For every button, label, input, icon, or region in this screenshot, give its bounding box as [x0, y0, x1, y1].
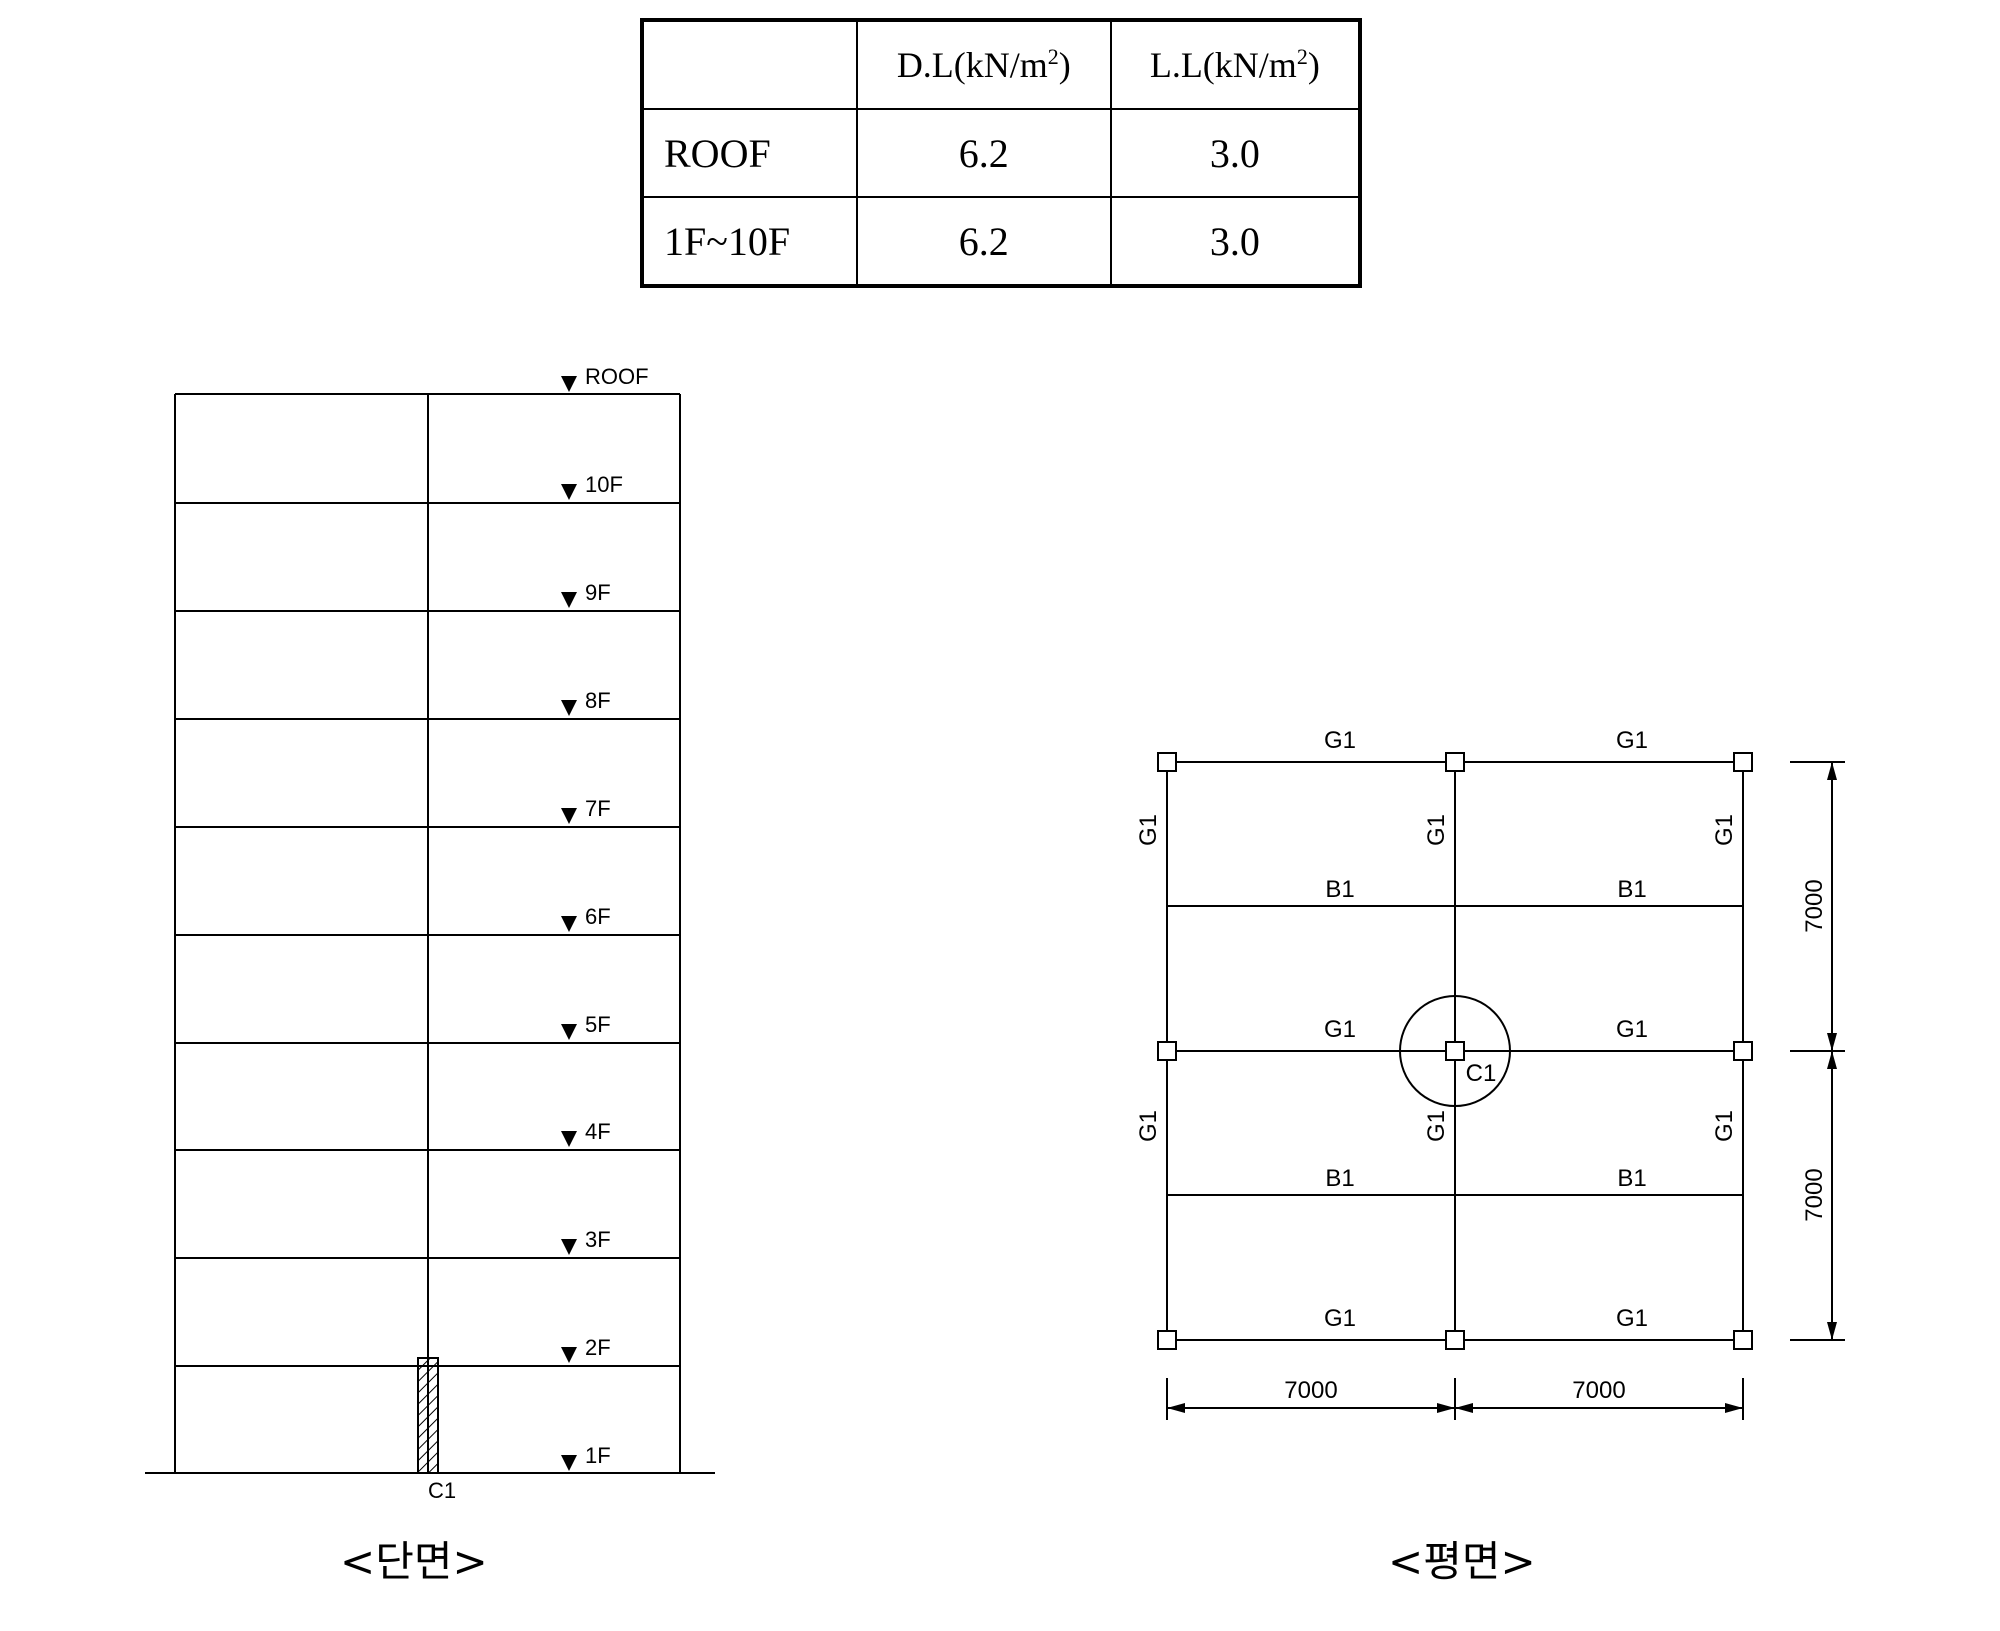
level-labels: ROOF 10F 9F 8F 7F 6F 5F 4F 3F 2F 1F C1: [428, 364, 649, 1503]
level-label-3f: 3F: [585, 1227, 611, 1252]
girder-label: G1: [1616, 727, 1648, 754]
section-view: [145, 393, 715, 1474]
level-label-2f: 2F: [585, 1335, 611, 1360]
ll-header-close: ): [1307, 45, 1320, 85]
level-label-5f: 5F: [585, 1012, 611, 1037]
section-caption: <단면>: [340, 1537, 488, 1586]
dl-header-close: ): [1058, 45, 1071, 85]
column-marker: [1445, 1041, 1465, 1061]
arrowhead: [1827, 1051, 1837, 1069]
column-marker: [1157, 1330, 1177, 1350]
level-label-roof: ROOF: [585, 364, 649, 389]
plan-caption: <평면>: [1388, 1537, 1536, 1586]
level-marker-roof: [561, 376, 577, 392]
arrowhead: [1827, 1033, 1837, 1051]
arrowhead: [1437, 1403, 1455, 1413]
girder-label: G1: [1616, 1305, 1648, 1332]
column-marker: [1157, 752, 1177, 772]
plan-column-label: C1: [1466, 1060, 1497, 1087]
level-label-7f: 7F: [585, 796, 611, 821]
level-marker-7f: [561, 808, 577, 824]
level-marker-3f: [561, 1239, 577, 1255]
column-marker: [1445, 752, 1465, 772]
beam-label: B1: [1325, 876, 1354, 903]
column-marker: [1157, 1041, 1177, 1061]
section-column-label: C1: [428, 1478, 456, 1503]
c1-highlight-circle: [1399, 995, 1511, 1107]
level-label-8f: 8F: [585, 688, 611, 713]
arrowhead: [1455, 1403, 1473, 1413]
level-label-10f: 10F: [585, 472, 623, 497]
table-row: 1F~10F 6.2 3.0: [641, 196, 1362, 287]
level-marker-9f: [561, 592, 577, 608]
girder-label: G1: [1616, 1016, 1648, 1043]
hatched-column-c1: [417, 1357, 439, 1474]
level-marker-1f: [561, 1455, 577, 1471]
level-label-4f: 4F: [585, 1119, 611, 1144]
arrowhead: [1827, 1322, 1837, 1340]
girder-label: G1: [1324, 1016, 1356, 1043]
column-marker: [1445, 1330, 1465, 1350]
ll-header-text: L.L(kN/m: [1149, 45, 1297, 85]
girder-label: G1: [1324, 727, 1356, 754]
column-marker: [1733, 1041, 1753, 1061]
girder-label: G1: [1423, 1110, 1450, 1142]
beam-label: B1: [1617, 1165, 1646, 1192]
table-cell-dl: 6.2: [855, 108, 1112, 198]
level-marker-6f: [561, 916, 577, 932]
level-label-6f: 6F: [585, 904, 611, 929]
girder-label: G1: [1135, 1110, 1162, 1142]
beam-label: B1: [1617, 876, 1646, 903]
table-header-row: D.L(kN/m2) L.L(kN/m2): [641, 19, 1362, 110]
level-marker-2f: [561, 1347, 577, 1363]
table-header-empty: [641, 19, 858, 110]
girder-label: G1: [1135, 814, 1162, 846]
column-marker: [1733, 1330, 1753, 1350]
level-label-1f: 1F: [585, 1443, 611, 1468]
beam-label: B1: [1325, 1165, 1354, 1192]
dimension-label-x: 7000: [1572, 1377, 1625, 1404]
level-marker-8f: [561, 700, 577, 716]
table-cell-level: ROOF: [641, 108, 858, 198]
arrowhead: [1167, 1403, 1185, 1413]
girder-label: G1: [1324, 1305, 1356, 1332]
column-marker: [1733, 752, 1753, 772]
table-cell-dl: 6.2: [855, 196, 1112, 287]
level-marker-10f: [561, 484, 577, 500]
level-marker-4f: [561, 1131, 577, 1147]
dimension-label-y: 7000: [1801, 1168, 1828, 1221]
dimension-arrows: [1167, 762, 1837, 1413]
plan-view: [1157, 752, 1845, 1420]
girder-label: G1: [1711, 814, 1738, 846]
table-row: ROOF 6.2 3.0: [641, 108, 1362, 198]
dimension-label-x: 7000: [1284, 1377, 1337, 1404]
girder-label: G1: [1423, 814, 1450, 846]
table-cell-level: 1F~10F: [641, 196, 858, 287]
table-header-ll: L.L(kN/m2): [1109, 19, 1362, 110]
level-label-9f: 9F: [585, 580, 611, 605]
arrowhead: [1725, 1403, 1743, 1413]
girder-label: G1: [1711, 1110, 1738, 1142]
ll-header-exponent: 2: [1296, 44, 1308, 69]
dl-header-text: D.L(kN/m: [896, 45, 1048, 85]
table-cell-ll: 3.0: [1109, 108, 1362, 198]
dimension-label-y: 7000: [1801, 879, 1828, 932]
dl-header-exponent: 2: [1047, 44, 1059, 69]
arrowhead: [1827, 762, 1837, 780]
table-cell-ll: 3.0: [1109, 196, 1362, 287]
table-header-dl: D.L(kN/m2): [855, 19, 1112, 110]
load-table: D.L(kN/m2) L.L(kN/m2) ROOF 6.2 3.0 1F~10…: [640, 18, 1362, 288]
level-markers: [561, 376, 577, 1471]
plan-labels: G1 G1 B1 B1 G1 G1 B1 B1 G1 G1 G1 G1 G1 G…: [1135, 727, 1828, 1404]
level-marker-5f: [561, 1024, 577, 1040]
